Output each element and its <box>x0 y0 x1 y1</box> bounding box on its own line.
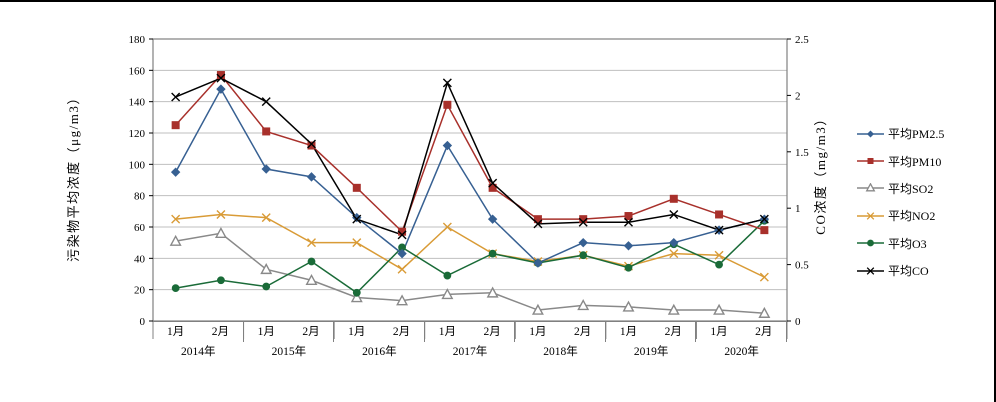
svg-text:20: 20 <box>134 285 146 297</box>
svg-text:1: 1 <box>795 203 801 215</box>
svg-text:180: 180 <box>129 34 146 46</box>
svg-text:0: 0 <box>140 316 146 328</box>
svg-text:2.5: 2.5 <box>795 34 809 46</box>
svg-text:120: 120 <box>129 128 146 140</box>
svg-text:1.5: 1.5 <box>795 147 809 159</box>
svg-text:140: 140 <box>129 97 146 109</box>
svg-text:2: 2 <box>795 90 801 102</box>
svg-text:100: 100 <box>129 159 146 171</box>
svg-text:60: 60 <box>134 222 146 234</box>
svg-text:80: 80 <box>134 191 146 203</box>
svg-text:0: 0 <box>795 316 801 328</box>
svg-text:0.5: 0.5 <box>795 260 809 272</box>
svg-text:40: 40 <box>134 253 146 265</box>
svg-text:160: 160 <box>129 65 146 77</box>
